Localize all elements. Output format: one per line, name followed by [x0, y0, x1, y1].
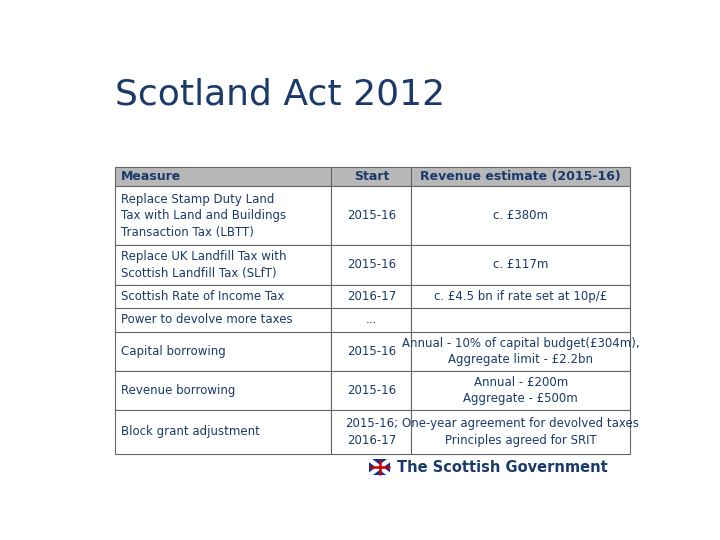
Text: The Scottish Government: The Scottish Government — [397, 460, 608, 475]
FancyBboxPatch shape — [331, 285, 411, 308]
Text: c. £4.5 bn if rate set at 10p/£: c. £4.5 bn if rate set at 10p/£ — [434, 290, 608, 303]
Text: ...: ... — [366, 313, 377, 327]
Text: Measure: Measure — [121, 170, 181, 183]
Text: Revenue estimate (2015-16): Revenue estimate (2015-16) — [420, 170, 621, 183]
Text: Annual - 10% of capital budget(£304m),
Aggregate limit - £2.2bn: Annual - 10% of capital budget(£304m), A… — [402, 336, 639, 366]
Text: Replace UK Landfill Tax with
Scottish Landfill Tax (SLfT): Replace UK Landfill Tax with Scottish La… — [121, 250, 286, 280]
FancyBboxPatch shape — [411, 410, 630, 454]
Text: One-year agreement for devolved taxes
Principles agreed for SRIT: One-year agreement for devolved taxes Pr… — [402, 417, 639, 447]
Text: Revenue borrowing: Revenue borrowing — [121, 384, 235, 397]
FancyBboxPatch shape — [115, 285, 331, 308]
FancyBboxPatch shape — [411, 332, 630, 371]
FancyBboxPatch shape — [331, 332, 411, 371]
FancyBboxPatch shape — [331, 410, 411, 454]
Text: Power to devolve more taxes: Power to devolve more taxes — [121, 313, 292, 327]
Text: c. £117m: c. £117m — [493, 259, 549, 272]
FancyBboxPatch shape — [115, 332, 331, 371]
FancyBboxPatch shape — [115, 167, 331, 186]
FancyBboxPatch shape — [331, 167, 411, 186]
Text: Start: Start — [354, 170, 389, 183]
FancyBboxPatch shape — [115, 186, 331, 245]
FancyBboxPatch shape — [115, 308, 331, 332]
Text: 2015-16;
2016-17: 2015-16; 2016-17 — [345, 417, 398, 447]
FancyBboxPatch shape — [369, 460, 390, 475]
FancyBboxPatch shape — [115, 371, 331, 410]
Text: 2015-16: 2015-16 — [347, 259, 396, 272]
Text: 2015-16: 2015-16 — [347, 345, 396, 358]
Text: Block grant adjustment: Block grant adjustment — [121, 426, 260, 438]
FancyBboxPatch shape — [331, 371, 411, 410]
FancyBboxPatch shape — [411, 167, 630, 186]
Text: 2015-16: 2015-16 — [347, 210, 396, 222]
Text: Annual - £200m
Aggregate - £500m: Annual - £200m Aggregate - £500m — [464, 376, 578, 406]
FancyBboxPatch shape — [411, 308, 630, 332]
Text: Scottish Rate of Income Tax: Scottish Rate of Income Tax — [121, 290, 284, 303]
Text: Replace Stamp Duty Land
Tax with Land and Buildings
Transaction Tax (LBTT): Replace Stamp Duty Land Tax with Land an… — [121, 193, 286, 239]
Text: c. £380m: c. £380m — [493, 210, 548, 222]
FancyBboxPatch shape — [411, 245, 630, 285]
FancyBboxPatch shape — [115, 245, 331, 285]
Text: Capital borrowing: Capital borrowing — [121, 345, 225, 358]
FancyBboxPatch shape — [331, 186, 411, 245]
Text: Scotland Act 2012: Scotland Act 2012 — [115, 77, 445, 111]
FancyBboxPatch shape — [411, 371, 630, 410]
FancyBboxPatch shape — [411, 285, 630, 308]
FancyBboxPatch shape — [115, 410, 331, 454]
FancyBboxPatch shape — [411, 186, 630, 245]
Text: 2016-17: 2016-17 — [347, 290, 396, 303]
FancyBboxPatch shape — [331, 308, 411, 332]
FancyBboxPatch shape — [331, 245, 411, 285]
Text: 2015-16: 2015-16 — [347, 384, 396, 397]
